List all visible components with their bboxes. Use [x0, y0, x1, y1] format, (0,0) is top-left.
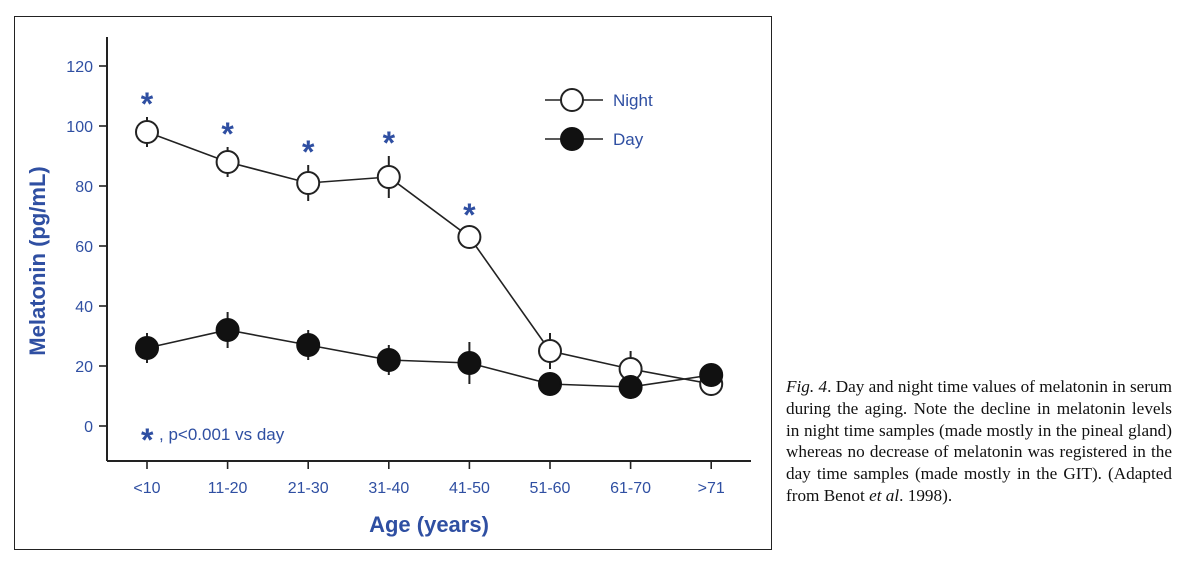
x-tick-label: 31-40: [368, 480, 409, 497]
significance-stars: * * * * *: [141, 86, 476, 233]
y-tick-label: 120: [66, 59, 93, 76]
day-point: [135, 336, 159, 360]
caption-text-end: . 1998).: [899, 485, 953, 505]
significance-note-star: *: [141, 422, 154, 458]
caption-et-al: et al: [869, 485, 900, 505]
day-point: [618, 375, 643, 399]
significance-star: *: [141, 86, 154, 122]
series-layer: [135, 117, 724, 399]
x-ticks: <10 11-20 21-30 31-40 41-50 51-60 61-70 >71: [133, 461, 725, 497]
significance-note-text: , p<0.001 vs day: [159, 425, 285, 444]
significance-star: *: [463, 197, 476, 233]
figure-frame: 0 20 40 60 80 100 120 <10 11-20 21-30 31-40 41-50 5…: [14, 16, 772, 550]
caption-text: . Day and night time values of melatonin…: [786, 377, 1172, 505]
legend-night-marker: [560, 88, 584, 112]
x-tick-label: >71: [698, 480, 725, 497]
significance-note: * , p<0.001 vs day: [141, 422, 285, 458]
y-tick-label: 80: [75, 179, 93, 196]
y-tick-label: 0: [84, 419, 93, 436]
x-tick-label: 11-20: [208, 480, 248, 497]
x-tick-label: 41-50: [449, 480, 490, 497]
night-point: [135, 120, 159, 144]
caption-fig-label: Fig. 4: [786, 377, 828, 396]
x-tick-label: <10: [133, 480, 160, 497]
significance-star: *: [383, 125, 396, 161]
legend-day-label: Day: [613, 130, 644, 149]
y-tick-label: 60: [75, 239, 93, 256]
x-tick-label: 21-30: [288, 480, 329, 497]
day-point: [215, 318, 240, 342]
series-night: [135, 117, 724, 396]
day-point: [296, 333, 321, 357]
x-axis-title: Age (years): [369, 512, 489, 537]
series-day: [135, 312, 724, 399]
y-axis-title: Melatonin (pg/mL): [25, 166, 50, 355]
night-point: [296, 171, 321, 195]
night-line: [146, 131, 712, 385]
legend: Night Day: [545, 88, 653, 151]
x-tick-label: 61-70: [610, 480, 651, 497]
night-point: [376, 165, 401, 189]
y-tick-label: 100: [66, 119, 93, 136]
x-tick-label: 51-60: [530, 480, 571, 497]
significance-star: *: [302, 134, 315, 170]
day-point: [376, 348, 401, 372]
y-tick-label: 20: [75, 359, 93, 376]
melatonin-chart: 0 20 40 60 80 100 120 <10 11-20 21-30 31-40 41-50 5…: [25, 37, 751, 537]
day-point: [457, 351, 482, 375]
legend-night-label: Night: [613, 91, 653, 110]
day-point: [538, 372, 562, 396]
y-ticks: 0 20 40 60 80 100 120: [66, 59, 107, 436]
day-line: [146, 329, 712, 388]
significance-star: *: [221, 116, 234, 152]
day-point: [699, 363, 724, 387]
legend-day-marker: [560, 127, 584, 151]
y-tick-label: 40: [75, 299, 93, 316]
night-point: [538, 339, 562, 363]
night-point: [215, 150, 240, 174]
figure-caption: Fig. 4. Day and night time values of mel…: [786, 376, 1172, 507]
night-point: [457, 225, 482, 249]
